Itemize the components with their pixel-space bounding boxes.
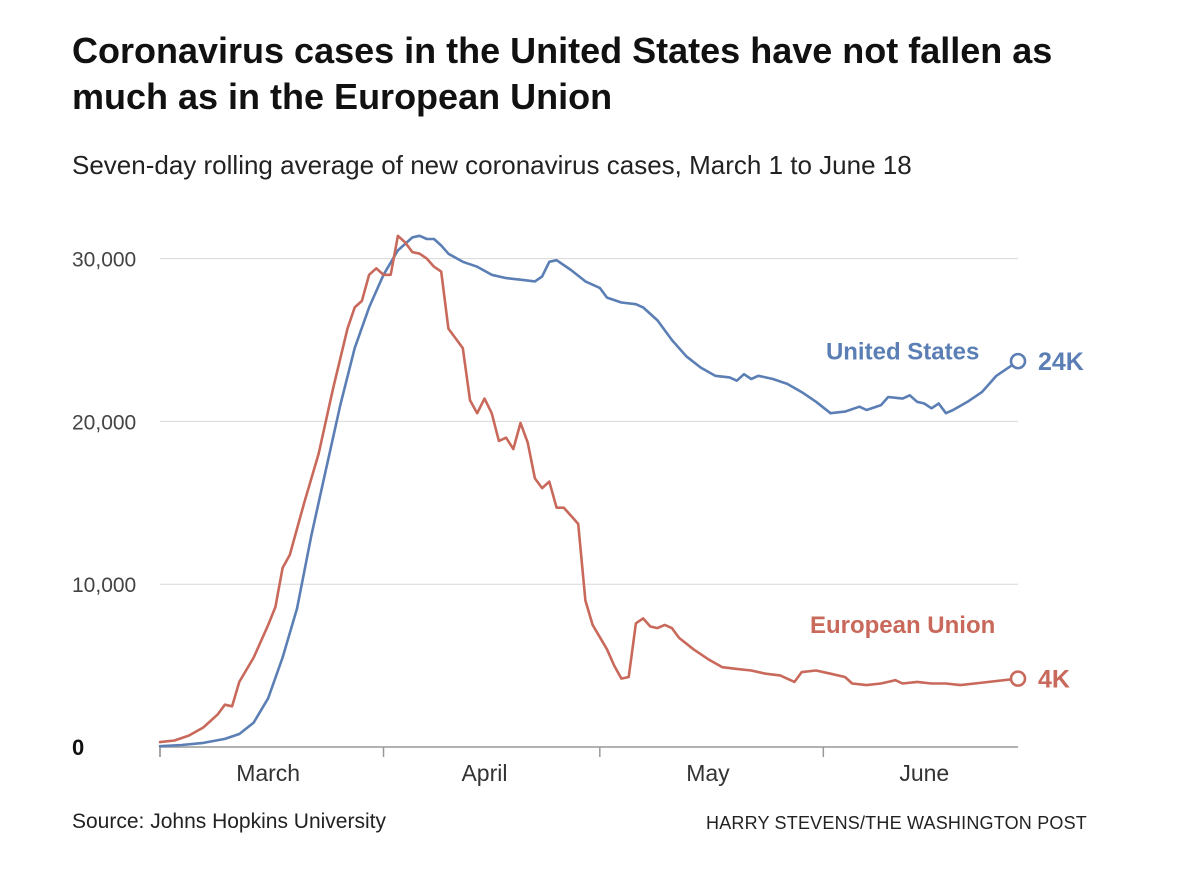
x-tick-label: March bbox=[236, 760, 300, 786]
y-tick-label: 10,000 bbox=[72, 574, 136, 597]
line-chart: 0 10,000 20,000 30,000 March April May June 24K 4… bbox=[72, 234, 1084, 786]
series-lines bbox=[158, 234, 1027, 748]
chart-title: Coronavirus cases in the United States h… bbox=[72, 30, 1053, 117]
x-axis bbox=[159, 746, 1018, 757]
european-union-end-label: 4K bbox=[1038, 666, 1070, 694]
chart-subtitle: Seven-day rolling average of new coronav… bbox=[72, 150, 912, 180]
x-tick-label: April bbox=[461, 760, 507, 786]
united-states-end-label: 24K bbox=[1038, 348, 1084, 376]
united-states-series-label: United States bbox=[826, 339, 979, 366]
united-states-line bbox=[158, 234, 1020, 748]
european-union-series-label: European Union bbox=[810, 612, 995, 639]
credit-line: HARRY STEVENS/THE WASHINGTON POST bbox=[706, 813, 1087, 833]
gridlines bbox=[160, 258, 1018, 585]
labels: 0 10,000 20,000 30,000 March April May June 24K 4… bbox=[72, 249, 1084, 786]
european-union-line bbox=[158, 234, 1020, 744]
european-union-end-marker bbox=[1009, 670, 1027, 687]
x-tick-label: June bbox=[899, 760, 949, 786]
united-states-end-marker bbox=[1009, 352, 1027, 370]
y-tick-label: 0 bbox=[72, 735, 84, 760]
y-tick-label: 30,000 bbox=[72, 249, 136, 272]
y-tick-label: 20,000 bbox=[72, 411, 136, 434]
x-tick-label: May bbox=[686, 760, 730, 786]
source-note: Source: Johns Hopkins University bbox=[72, 810, 386, 833]
